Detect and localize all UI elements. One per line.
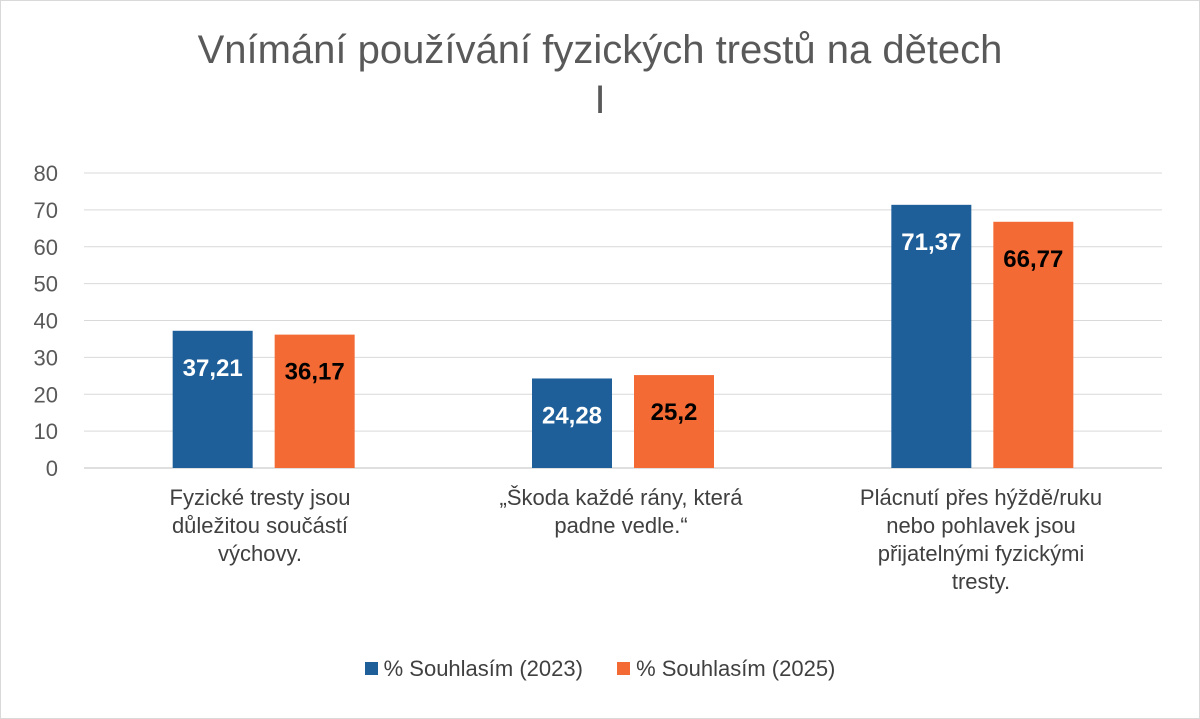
chart-title-line-2: I: [594, 78, 606, 122]
y-tick-label-0: 0: [46, 456, 58, 481]
x-category-label-3-line-1: Plácnutí přes hýždě/ruku: [859, 485, 1103, 510]
x-category-label-1-line-1: Fyzické tresty jsou: [169, 485, 351, 510]
y-tick-label-20: 20: [34, 382, 58, 407]
x-category-label-1-line-3: výchovy.: [218, 541, 302, 566]
x-category-label-2: „Škoda každé rány, která padne vedle.“: [446, 484, 796, 540]
y-tick-label-80: 80: [34, 161, 58, 186]
y-tick-label-70: 70: [34, 198, 58, 223]
data-label-series-2-cat-1: 36,17: [285, 359, 345, 386]
x-category-label-2-line-2: padne vedle.“: [554, 513, 688, 538]
legend-label-2023: % Souhlasím (2023): [383, 655, 583, 681]
data-label-series-1-cat-2: 24,28: [542, 402, 602, 429]
chart-title: Vnímání používání fyzických trestů na dě…: [0, 25, 1200, 125]
x-category-label-3-line-2: nebo pohlavek jsou: [886, 513, 1076, 538]
bar-series-2-cat-1: [274, 334, 355, 468]
x-category-label-2-line-1: „Škoda každé rány, která: [499, 485, 743, 510]
x-category-label-3: Plácnutí přes hýždě/ruku nebo pohlavek j…: [806, 484, 1156, 596]
bar-series-2-cat-3: [993, 221, 1074, 468]
x-category-label-3-line-4: tresty.: [951, 569, 1011, 594]
chart-legend: % Souhlasím (2023) % Souhlasím (2025): [0, 655, 1200, 682]
legend-item-2025: % Souhlasím (2025): [617, 656, 835, 682]
data-label-series-1-cat-1: 37,21: [183, 355, 243, 382]
legend-swatch-2025: [617, 662, 631, 675]
x-category-label-3-line-3: přijatelnými fyzickými: [877, 541, 1085, 566]
bar-series-1-cat-3: [891, 204, 972, 468]
y-tick-label-10: 10: [34, 419, 58, 444]
y-tick-label-60: 60: [34, 235, 58, 260]
y-tick-label-30: 30: [34, 345, 58, 370]
legend-swatch-2023: [364, 662, 378, 675]
legend-label-2025: % Souhlasím (2025): [636, 655, 836, 681]
data-label-series-2-cat-3: 66,77: [1003, 246, 1063, 273]
y-tick-label-50: 50: [34, 272, 58, 297]
data-label-series-1-cat-3: 71,37: [901, 229, 961, 256]
data-label-series-2-cat-2: 25,2: [651, 399, 698, 426]
x-category-label-1-line-2: důležitou součástí: [171, 513, 349, 538]
bar-series-1-cat-2: [532, 378, 612, 468]
x-category-label-1: Fyzické tresty jsou důležitou součástí v…: [110, 484, 410, 568]
chart-title-line-1: Vnímání používání fyzických trestů na dě…: [197, 28, 1003, 72]
bar-series-2-cat-2: [634, 375, 714, 468]
y-tick-label-40: 40: [34, 309, 58, 334]
bar-series-1-cat-1: [172, 330, 253, 468]
legend-item-2023: % Souhlasím (2023): [364, 655, 583, 682]
